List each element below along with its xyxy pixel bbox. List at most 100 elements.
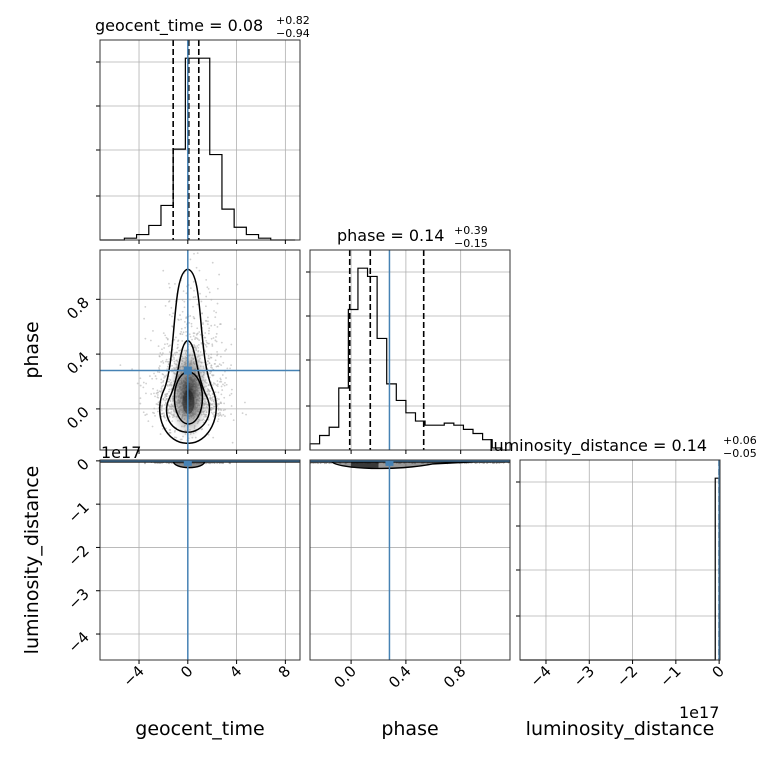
sample-point [174, 429, 176, 432]
sample-point [208, 357, 211, 360]
sample-point [231, 441, 234, 444]
sample-point [168, 282, 170, 285]
sample-point [214, 359, 217, 362]
sample-point [159, 433, 162, 435]
sample-point [154, 375, 157, 377]
sample-point [212, 407, 215, 410]
sample-point [162, 384, 165, 387]
sample-point [154, 414, 156, 417]
sample-point [191, 338, 193, 341]
sample-point [164, 416, 166, 419]
sample-point [241, 412, 244, 415]
sample-point [194, 338, 196, 340]
sample-point [161, 412, 164, 415]
sample-point [219, 411, 221, 414]
sample-point [216, 420, 219, 423]
title-geocent-time-sub: −0.94 [276, 27, 310, 40]
sample-point [211, 398, 214, 401]
sample-point [220, 414, 223, 417]
sample-point [221, 374, 224, 376]
sample-point [164, 360, 167, 363]
sample-point [199, 351, 202, 353]
sample-point [161, 373, 164, 375]
sample-point [147, 420, 150, 422]
xlabel-geocent-time: geocent_time [135, 718, 264, 740]
sample-point [157, 403, 160, 406]
sample-point [244, 401, 246, 404]
sample-point [189, 258, 192, 261]
sample-point [205, 246, 207, 248]
sample-point [160, 378, 163, 381]
sample-point [211, 396, 214, 399]
sample-point [162, 428, 164, 430]
y-tick-label: 0.4 [63, 348, 93, 378]
sample-point [195, 337, 198, 340]
sample-point [212, 395, 215, 398]
sample-point [181, 333, 184, 336]
sample-point [196, 332, 199, 335]
sample-point [214, 339, 217, 342]
grid-lines [310, 460, 510, 660]
sample-point [168, 286, 171, 289]
hist-phase-panel [306, 249, 511, 454]
sample-point [173, 352, 176, 355]
sample-point [155, 403, 158, 405]
sample-point [160, 387, 163, 390]
sample-point [216, 353, 219, 356]
sample-point [209, 397, 212, 400]
sample-point [154, 395, 156, 398]
xlabel-luminosity-distance: luminosity_distance [526, 718, 715, 740]
sample-point [205, 339, 208, 342]
x-tick-label: −3 [570, 662, 598, 690]
sample-point [224, 381, 226, 384]
sample-point [143, 317, 146, 320]
x-tick-label: 0.4 [385, 662, 415, 692]
sample-point [142, 381, 145, 384]
geocent-time-vs-phase-panel: 0.0 0.4 0.8 [63, 246, 301, 454]
sample-point [218, 273, 221, 276]
sample-point [211, 367, 214, 369]
sample-point [211, 393, 214, 396]
sample-point [195, 333, 198, 336]
sample-point [160, 389, 163, 392]
sample-point [168, 351, 171, 353]
title-phase-sup: +0.39 [454, 224, 488, 237]
sample-point [220, 393, 223, 396]
sample-point [139, 397, 142, 400]
sample-point [225, 377, 227, 379]
sample-point [236, 283, 239, 286]
offset-text-x: 1e17 [679, 703, 719, 722]
sample-point [192, 280, 195, 283]
sample-point [196, 303, 199, 306]
sample-point [224, 408, 227, 411]
sample-point [171, 420, 174, 422]
sample-point [230, 364, 232, 367]
sample-point [163, 375, 166, 377]
sample-point [220, 385, 223, 388]
sample-point [224, 415, 226, 418]
sample-point [179, 314, 181, 316]
title-luminosity-distance-sub: −0.05 [723, 447, 757, 460]
sample-point [219, 380, 221, 383]
sample-point [165, 419, 168, 422]
ylabel-luminosity-distance: luminosity_distance [21, 466, 43, 655]
x-tick-label: −1 [656, 662, 684, 690]
sample-point [208, 329, 210, 332]
sample-point [182, 331, 185, 334]
truth-marker [385, 459, 394, 466]
sample-point [163, 347, 165, 349]
grid-lines [100, 460, 300, 660]
sample-point [160, 361, 163, 363]
sample-point [157, 396, 160, 399]
sample-point [193, 289, 195, 292]
density-peak [351, 460, 379, 468]
sample-point [198, 331, 201, 333]
sample-point [245, 413, 247, 416]
sample-point [180, 438, 183, 441]
sample-point [211, 374, 213, 376]
sample-point [217, 391, 220, 394]
sample-point [193, 332, 196, 335]
sample-point [214, 316, 217, 319]
sample-point [163, 403, 166, 406]
sample-point [222, 462, 224, 465]
